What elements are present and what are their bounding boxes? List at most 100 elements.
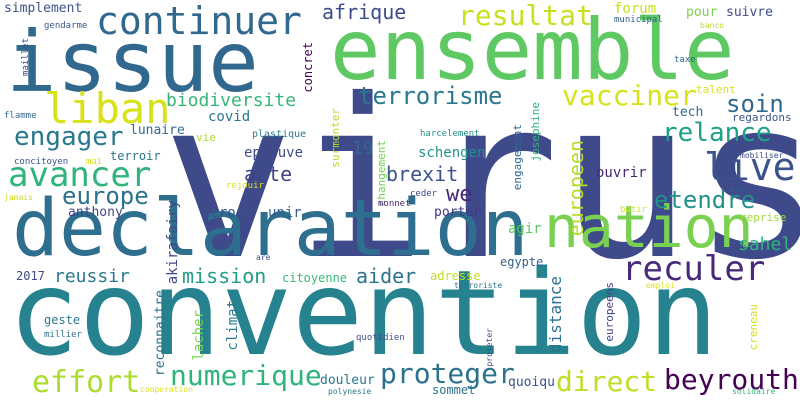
word-mai: mai: [86, 157, 103, 167]
word-plastique: plastique: [252, 129, 307, 140]
word-numerique: numerique: [170, 359, 322, 392]
word-reprise: reprise: [740, 211, 787, 224]
word-live: live: [704, 145, 796, 189]
word-harcelement: harcelement: [420, 129, 480, 139]
word-engager: engager: [14, 122, 124, 152]
word-unir: unir: [268, 205, 302, 221]
word-solidaire: solidaire: [732, 387, 776, 396]
word-declaration: declaration: [12, 184, 529, 274]
word-convention: convention: [8, 244, 719, 382]
word-virus: virus: [162, 52, 800, 308]
word-maillet: maillet: [21, 38, 31, 76]
word-concret: concret: [301, 42, 315, 93]
word-climat: climat: [225, 300, 241, 351]
word-terroir: terroir: [110, 149, 161, 163]
word-2017: 2017: [16, 269, 45, 283]
word-europeen: europeen: [564, 140, 588, 237]
word-soin: soin: [726, 90, 784, 118]
word-surmonter: surmonter: [329, 108, 342, 168]
word-anthony: anthony: [68, 205, 123, 220]
word-relance: relance: [662, 118, 772, 148]
word-suivre: suivre: [726, 5, 773, 20]
word-mission: mission: [182, 264, 267, 288]
word-egypte: egypte: [500, 255, 544, 269]
word-ensemble: ensemble: [330, 1, 735, 99]
word-terrorisme: terrorisme: [358, 82, 503, 110]
word-engagement: engagement: [511, 124, 524, 191]
word-millier: millier: [44, 330, 82, 340]
word-epreuve: epreuve: [244, 145, 304, 161]
word-flamme: flamme: [4, 111, 37, 121]
word-gendarme: gendarme: [44, 21, 88, 31]
word-concitoyen: concitoyen: [14, 157, 69, 167]
word-covid: covid: [208, 109, 251, 125]
word-regardons: regardons: [732, 111, 792, 124]
word-proteger: proteger: [380, 357, 515, 390]
word-europeens: europeens: [603, 282, 616, 342]
word-cooperation: cooperation: [140, 385, 193, 394]
word-vie: vie: [196, 131, 216, 144]
word-terroriste: terroriste: [454, 281, 503, 290]
word-emploi: emploi: [646, 281, 675, 290]
word-19: 19: [352, 138, 374, 159]
word-pour: pour: [686, 5, 718, 20]
word-agir: agir: [508, 221, 542, 237]
word-josephine: josephine: [529, 102, 542, 162]
word-quotidien: quotidien: [356, 333, 405, 343]
word-heros: heros: [202, 205, 245, 221]
word-creneau: creneau: [747, 304, 760, 351]
word-projeter: projeter: [485, 328, 494, 367]
word-simplement: simplement: [4, 1, 83, 16]
word-douleur: douleur: [320, 373, 375, 388]
word-etendre: etendre: [654, 186, 756, 214]
word-talent: talent: [696, 83, 736, 96]
word-sommet: sommet: [432, 383, 476, 397]
word-quoiqu: quoiqu: [508, 375, 555, 390]
word-mobiliser: mobiliser: [740, 151, 784, 160]
word-continuer: continuer: [96, 0, 302, 43]
word-jamais: jamais: [4, 193, 33, 202]
word-ouvrir: ouvrir: [596, 165, 647, 181]
word-batir: batir: [620, 205, 648, 215]
word-aider: aider: [356, 264, 417, 288]
word-banco: banco: [700, 21, 725, 30]
word-europe: europe: [62, 182, 149, 210]
word-direct: direct: [556, 365, 658, 398]
word-liban: liban: [44, 84, 171, 133]
word-afrique: afrique: [322, 0, 407, 24]
word-we: we: [446, 182, 473, 207]
word-polynesie: polynesie: [328, 387, 372, 396]
word-vacciner: vacciner: [562, 79, 697, 112]
word-beyrouth: beyrouth: [664, 363, 799, 396]
word-issue: issue: [6, 13, 259, 111]
word-adresse: adresse: [430, 269, 481, 283]
word-lacher: lacher: [191, 310, 207, 361]
word-biodiversite: biodiversite: [166, 90, 297, 111]
word-schengen: schengen: [418, 145, 486, 161]
word-monnet: monnet: [378, 199, 411, 209]
word-sahel: sahel: [738, 234, 793, 255]
word-reculer: reculer: [622, 249, 766, 289]
word-akirafairy: akirafairy: [165, 200, 181, 285]
word-avancer: avancer: [8, 155, 152, 195]
word-tech: tech: [672, 105, 704, 120]
word-reussir: reussir: [54, 266, 130, 287]
word-resultat: resultat: [458, 0, 593, 32]
word-geste: geste: [44, 313, 81, 327]
word-distance: distance: [546, 276, 565, 354]
word-lunaire: lunaire: [130, 123, 185, 138]
word-are: are: [256, 253, 271, 262]
word-deal: deal: [730, 185, 750, 194]
word-forum: forum: [614, 1, 657, 17]
word-reconnaitre: reconnaitre: [153, 290, 168, 377]
word-porter: porter: [434, 205, 481, 220]
word-municipal: municipal: [614, 15, 663, 25]
word-citoyenne: citoyenne: [282, 271, 348, 285]
word-changement: changement: [375, 140, 388, 207]
word-acte: acte: [244, 162, 293, 186]
word-nation: nation: [544, 193, 754, 261]
word-effort: effort: [32, 365, 141, 400]
word-ceder: ceder: [410, 189, 438, 199]
word-rejouir: rejouir: [226, 181, 264, 191]
